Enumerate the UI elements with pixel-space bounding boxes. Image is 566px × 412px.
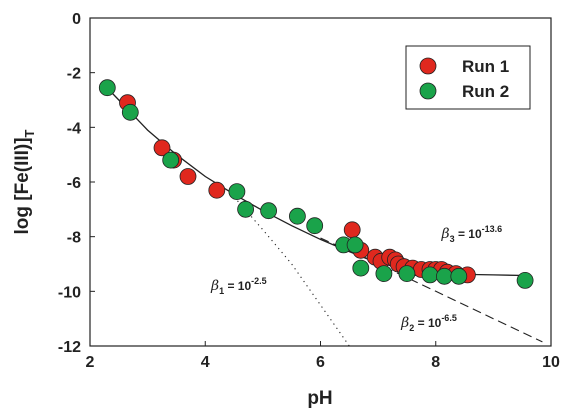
data-point-run2 [288, 207, 306, 225]
x-axis-label: pH [307, 388, 332, 409]
data-point-run2 [228, 183, 246, 201]
y-axis-label-sub: T [22, 129, 37, 137]
x-tick-label: 4 [201, 354, 210, 371]
data-point-run1 [343, 221, 361, 239]
data-point-run2 [450, 267, 468, 285]
annotation-beta-symbol: β [210, 278, 219, 294]
annotation-beta1: β1 = 10-2.5 [210, 276, 267, 296]
legend-label-run2: Run 2 [462, 82, 509, 101]
x-tick-label: 6 [316, 354, 325, 371]
annotation-beta-subscript: 3 [450, 234, 455, 244]
legend: Run 1 Run 2 [405, 45, 531, 110]
legend-label-run1: Run 1 [462, 57, 509, 76]
annotation-beta-subscript: 2 [409, 323, 414, 333]
data-point-run2 [306, 217, 324, 235]
annotation-beta3: β3 = 10-13.6 [441, 224, 503, 244]
annotation-equals-text: = 10 [455, 227, 482, 241]
annotation-beta-symbol: β [400, 315, 409, 331]
data-point-run2 [398, 265, 416, 283]
data-point-run2 [435, 267, 453, 285]
legend-marker-run2 [419, 82, 437, 100]
y-tick-label: -10 [58, 284, 81, 301]
data-point-run2 [375, 265, 393, 283]
model-curve-total [103, 84, 526, 277]
annotation-equals-text: = 10 [224, 279, 251, 293]
x-tick-label: 10 [542, 354, 560, 371]
model-curves [103, 84, 543, 347]
data-point-run2 [121, 103, 139, 121]
data-point-run2 [352, 259, 370, 277]
data-point-run1 [179, 168, 197, 185]
y-tick-label: -8 [67, 230, 81, 247]
y-tick-label: -12 [58, 339, 81, 356]
annotation-beta-subscript: 1 [219, 286, 224, 296]
data-point-run2 [346, 236, 364, 254]
annotation-exponent: -2.5 [251, 276, 267, 286]
data-point-run2 [260, 202, 278, 220]
y-tick-label: -2 [67, 66, 81, 83]
annotation-equals-text: = 10 [414, 316, 441, 330]
data-point-run2 [237, 200, 255, 218]
x-tick-label: 8 [431, 354, 440, 371]
annotations: β3 = 10-13.6β1 = 10-2.5β2 = 10-6.5 [210, 224, 502, 333]
y-tick-label: -4 [67, 120, 81, 137]
data-point-run2 [98, 79, 116, 97]
data-point-run1 [208, 181, 226, 199]
y-tick-label: 0 [72, 11, 81, 28]
annotation-exponent: -6.5 [441, 313, 457, 323]
y-axis-label-main: log [Fe(III)] [12, 137, 33, 234]
y-tick-label: -6 [67, 175, 81, 192]
y-axis-label: log [Fe(III)]T [12, 129, 37, 234]
data-point-run2 [162, 151, 180, 169]
data-point-run1 [153, 139, 171, 157]
legend-marker-run1 [419, 57, 437, 75]
annotation-beta2: β2 = 10-6.5 [400, 313, 457, 333]
x-tick-label: 2 [86, 354, 95, 371]
data-points [98, 79, 534, 289]
annotation-exponent: -13.6 [482, 224, 503, 234]
annotation-beta-symbol: β [441, 226, 450, 242]
data-point-run2 [421, 266, 439, 284]
data-point-run2 [516, 271, 534, 289]
axis-ticks: 2 4 6 8 10 0 -2 -4 -6 -8 -10 -12 [58, 11, 560, 371]
